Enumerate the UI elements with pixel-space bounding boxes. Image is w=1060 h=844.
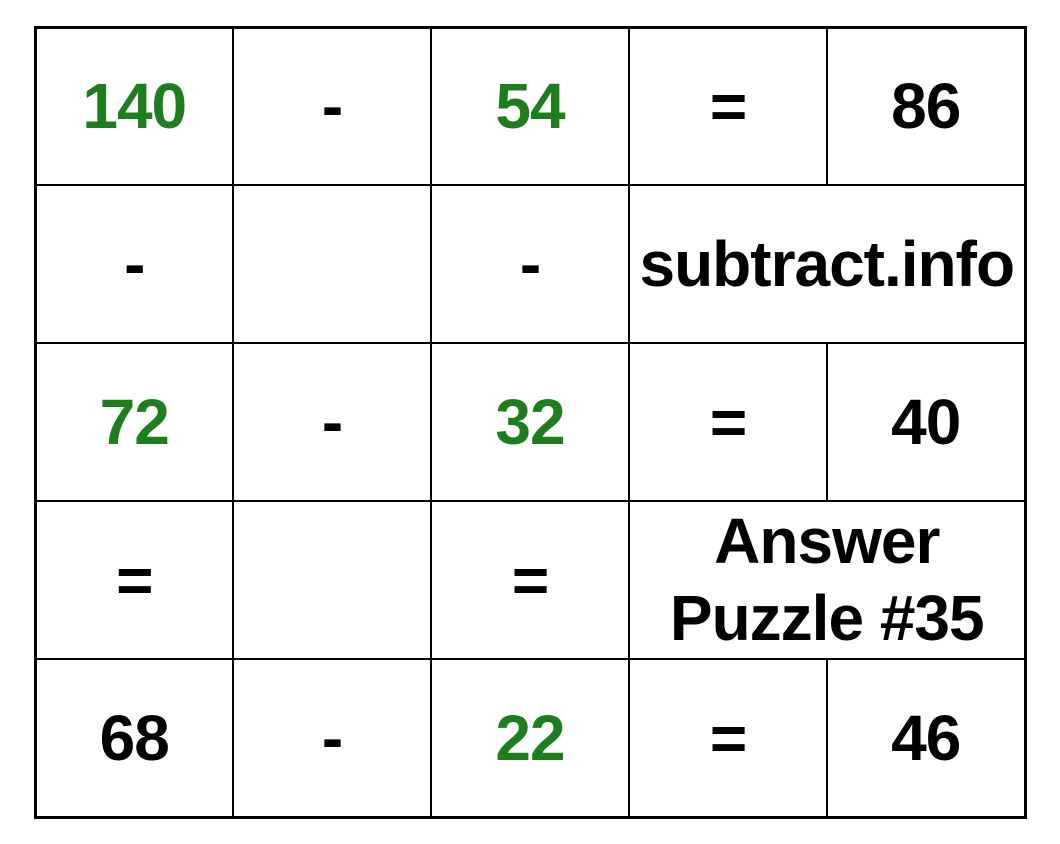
cell-site-label: subtract.info [629,185,1025,343]
cell-value: 54 [431,27,629,185]
cell-operator: - [233,659,431,817]
cell-value: 22 [431,659,629,817]
cell-result: 68 [35,659,233,817]
cell-result: 40 [827,343,1025,501]
cell-operator: - [431,185,629,343]
table-row: 68 - 22 = 46 [35,659,1025,817]
cell-result: 86 [827,27,1025,185]
cell-result: 46 [827,659,1025,817]
cell-empty [233,501,431,659]
cell-value: 72 [35,343,233,501]
cell-operator: - [233,27,431,185]
cell-value: 140 [35,27,233,185]
cell-puzzle-label: Answer Puzzle #35 [629,501,1025,659]
cell-operator: - [35,185,233,343]
cell-operator: = [629,27,827,185]
cell-value: 32 [431,343,629,501]
table-row: = = Answer Puzzle #35 [35,501,1025,659]
cell-operator: = [431,501,629,659]
cell-operator: = [629,659,827,817]
cell-empty [233,185,431,343]
cell-operator: - [233,343,431,501]
subtraction-puzzle-grid: 140 - 54 = 86 - - subtract.info 72 - 32 … [34,26,1027,819]
table-row: 72 - 32 = 40 [35,343,1025,501]
table-row: 140 - 54 = 86 [35,27,1025,185]
table-row: - - subtract.info [35,185,1025,343]
cell-operator: = [35,501,233,659]
cell-operator: = [629,343,827,501]
